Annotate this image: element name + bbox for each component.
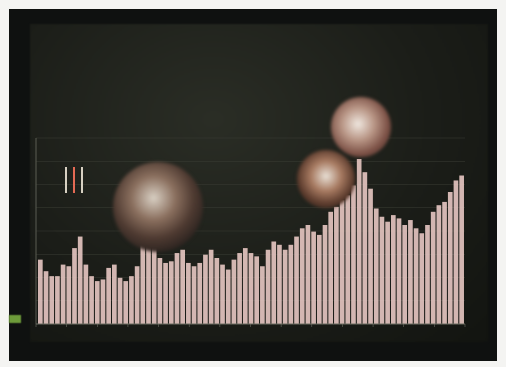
chart-bar xyxy=(339,200,345,324)
chart-bar xyxy=(197,262,203,324)
chart-bar xyxy=(151,246,157,324)
chart-bar xyxy=(288,244,294,324)
chart-bar xyxy=(368,188,373,324)
chart-bar xyxy=(356,159,362,324)
chart-bar xyxy=(425,225,430,324)
chart-bar xyxy=(430,211,436,324)
chart-bar xyxy=(94,281,100,324)
legend-marker xyxy=(65,167,67,193)
chart-bar xyxy=(231,259,237,324)
chart-bar xyxy=(316,234,322,324)
chart-bar xyxy=(373,208,379,324)
chart-bar xyxy=(408,220,413,324)
chart-bar xyxy=(254,256,260,324)
chart-bar xyxy=(328,211,334,324)
chart-bar xyxy=(242,248,248,324)
photo-frame xyxy=(9,9,497,361)
chart-bar xyxy=(351,185,356,324)
chart-bar xyxy=(157,258,163,324)
chart-bar xyxy=(379,216,385,324)
chart-bar xyxy=(334,206,339,324)
chart-bar xyxy=(83,264,89,324)
chart-bar xyxy=(419,233,425,324)
chart-bar xyxy=(55,276,60,324)
chart-bar xyxy=(180,249,185,324)
chart-bar xyxy=(66,266,72,324)
chart-bar xyxy=(237,253,242,324)
chart-bar xyxy=(459,175,464,324)
chart-bar xyxy=(453,180,459,324)
legend-marker xyxy=(73,167,75,193)
chart-bar xyxy=(322,225,328,324)
legend-markers xyxy=(65,167,83,193)
chart-bar xyxy=(265,249,271,324)
chart-bar xyxy=(436,205,442,324)
chart-bar xyxy=(43,271,49,324)
chart-bar xyxy=(282,249,288,324)
chart-bar xyxy=(77,236,83,324)
chart-bar xyxy=(140,244,146,324)
chart-bar xyxy=(220,264,225,324)
chart-bar xyxy=(396,218,402,324)
chart-bar xyxy=(89,276,94,324)
chart-bar xyxy=(129,276,134,324)
circular-photo-inset xyxy=(113,162,203,252)
chart-bar xyxy=(402,225,408,324)
chart-bar xyxy=(294,236,299,324)
chart-bar xyxy=(260,266,265,324)
legend-marker xyxy=(81,167,83,193)
chart-bar xyxy=(311,231,316,324)
chart-bar xyxy=(49,276,55,324)
chart-bar xyxy=(385,221,390,324)
chart-bar xyxy=(447,192,453,324)
chart-bar xyxy=(203,254,208,324)
chart-bar xyxy=(271,241,277,324)
chart-bar xyxy=(100,279,106,324)
chart-bar xyxy=(208,249,214,324)
chart-bar xyxy=(174,253,180,324)
circular-photo-inset xyxy=(331,97,391,157)
chart-bar xyxy=(123,281,129,324)
chart-bars xyxy=(38,159,464,324)
chart-bar xyxy=(413,228,419,324)
bar-chart xyxy=(35,137,466,327)
chart-bar xyxy=(225,269,231,324)
chart-bar xyxy=(305,225,311,324)
chart-bar xyxy=(299,228,305,324)
circular-photo-inset xyxy=(297,150,355,208)
green-sticker xyxy=(9,315,21,323)
chart-bar xyxy=(390,215,396,324)
chart-bar xyxy=(146,234,151,324)
chart-bar xyxy=(168,261,174,324)
chart-bar xyxy=(277,244,282,324)
chart-bar xyxy=(117,277,123,324)
chart-bar xyxy=(163,262,168,324)
chart-bar xyxy=(106,267,111,324)
chart-bar xyxy=(214,258,220,324)
chart-bar xyxy=(345,195,351,324)
chart-bar xyxy=(112,264,117,324)
chart-bar xyxy=(248,253,254,324)
chart-bar xyxy=(191,266,197,324)
chart-bar xyxy=(186,262,191,324)
chart-bar xyxy=(60,264,66,324)
chart-bar xyxy=(442,201,447,324)
chart-bar xyxy=(362,172,368,324)
chart-bar xyxy=(72,248,77,324)
chart-bar xyxy=(134,266,140,324)
chart-bar xyxy=(38,259,43,324)
